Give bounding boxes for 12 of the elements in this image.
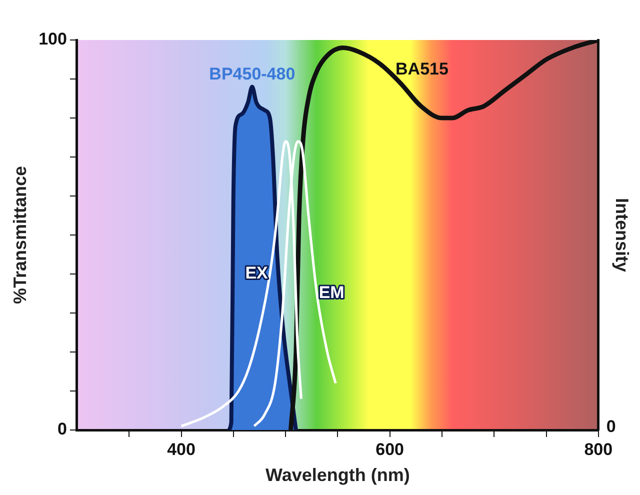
series-label: BA515 <box>396 60 448 79</box>
x-tick-label: 600 <box>376 440 404 459</box>
y-axis-title: %Transmittance <box>10 166 30 304</box>
series-label: EM <box>318 283 344 302</box>
x-axis-title: Wavelength (nm) <box>266 465 410 486</box>
series-label: EX <box>245 264 269 283</box>
text: 0 <box>606 417 616 436</box>
y-tick-label: 100 <box>38 30 67 49</box>
x-tick-label: 400 <box>167 440 196 459</box>
series-label: BP450-480 <box>209 64 296 84</box>
x-tick-label: 800 <box>584 440 613 459</box>
y2-axis-title: Intensity <box>612 198 632 272</box>
